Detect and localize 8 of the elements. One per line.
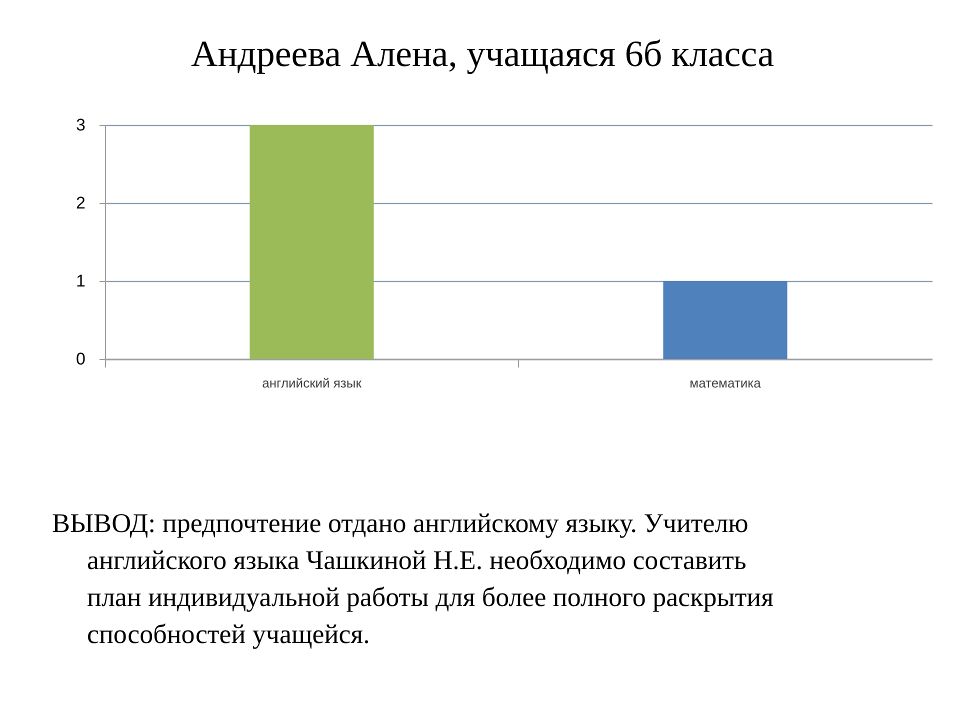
text: ВЫВОД: предпочтение отдано английскому языку. Учителю английского языка Чашкиной Н.Е. необходимо составить план индивидуальной работы для более полного раскрытия способностей учащейся. — [52, 508, 774, 649]
x-tick-label: математика — [690, 376, 762, 390]
chart-title: Андреева Алена, учащаяся 6б класса — [191, 34, 774, 75]
y-tick-label: 2 — [76, 194, 86, 212]
y-tick-label: 1 — [76, 272, 86, 290]
x-tick-label: английский язык — [262, 376, 362, 390]
y-tick-label: 0 — [76, 350, 86, 368]
y-tick-label: 3 — [76, 116, 86, 134]
